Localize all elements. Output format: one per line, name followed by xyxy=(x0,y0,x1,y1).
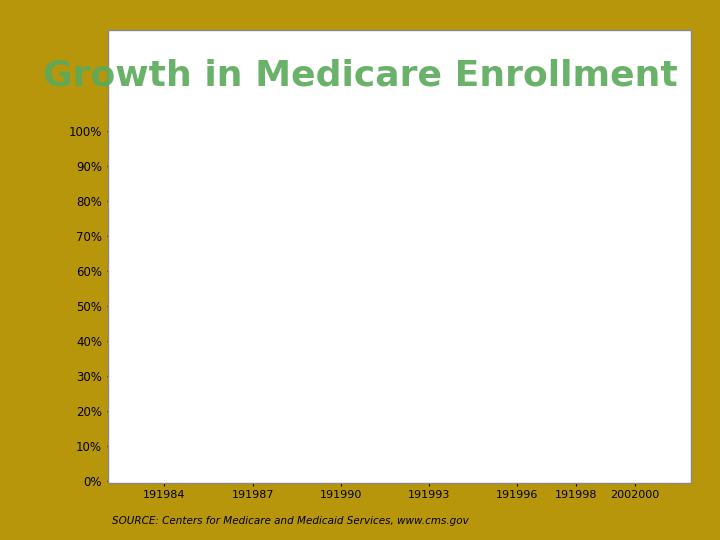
Bar xyxy=(326,131,356,166)
Bar xyxy=(503,264,532,309)
Bar xyxy=(503,131,532,166)
Bar xyxy=(414,218,444,250)
Bar xyxy=(150,215,179,348)
Bar xyxy=(414,344,444,481)
Bar xyxy=(620,187,649,236)
Bar xyxy=(150,348,179,481)
Bar xyxy=(620,299,649,481)
Bar xyxy=(238,253,267,348)
Bar xyxy=(561,250,590,302)
Text: 30: 30 xyxy=(120,357,138,370)
Bar xyxy=(326,253,356,348)
Bar xyxy=(503,222,532,264)
Bar xyxy=(414,250,444,344)
Bar xyxy=(503,309,532,481)
Bar xyxy=(238,348,267,481)
Bar xyxy=(561,163,590,204)
Bar xyxy=(326,166,356,184)
Bar xyxy=(620,236,649,299)
Text: 25: 25 xyxy=(120,474,138,487)
Text: in Millions: in Millions xyxy=(129,265,143,333)
Bar xyxy=(238,177,267,253)
Bar xyxy=(150,166,179,184)
Bar xyxy=(238,131,267,163)
Bar xyxy=(150,131,179,166)
Bar xyxy=(620,131,649,159)
Bar xyxy=(503,166,532,222)
Bar xyxy=(150,184,179,215)
Bar xyxy=(414,131,444,166)
Legend: Other, Home health, Hospitals, Physicians, Nursing homes: Other, Home health, Hospitals, Physician… xyxy=(129,119,436,152)
Text: 40: 40 xyxy=(120,124,138,137)
Bar xyxy=(561,204,590,250)
Bar xyxy=(414,166,444,218)
Bar xyxy=(326,184,356,253)
Bar xyxy=(238,163,267,177)
Text: Growth in Medicare Enrollment: Growth in Medicare Enrollment xyxy=(42,59,678,92)
Bar xyxy=(620,159,649,187)
Bar xyxy=(561,302,590,481)
Bar xyxy=(561,131,590,163)
Text: SOURCE: Centers for Medicare and Medicaid Services, www.cms.gov: SOURCE: Centers for Medicare and Medicai… xyxy=(112,516,468,526)
Text: 35: 35 xyxy=(120,241,138,254)
Bar xyxy=(326,348,356,481)
